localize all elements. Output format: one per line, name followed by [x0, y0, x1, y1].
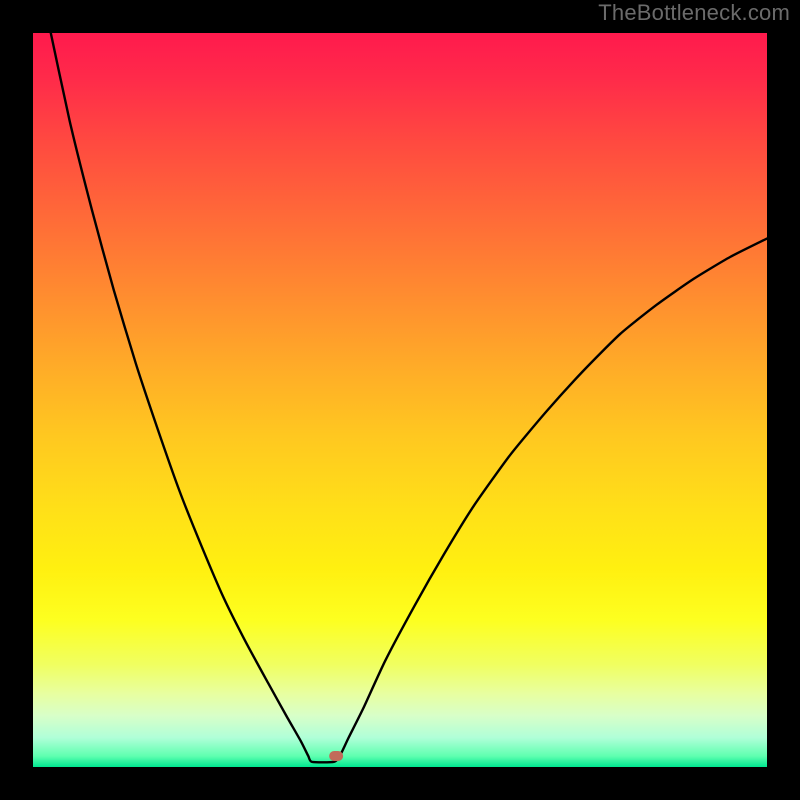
heatmap-gradient	[33, 33, 767, 767]
optimal-marker	[329, 751, 343, 761]
chart-container: TheBottleneck.com	[0, 0, 800, 800]
bottleneck-chart	[0, 0, 800, 800]
watermark-label: TheBottleneck.com	[598, 0, 790, 26]
